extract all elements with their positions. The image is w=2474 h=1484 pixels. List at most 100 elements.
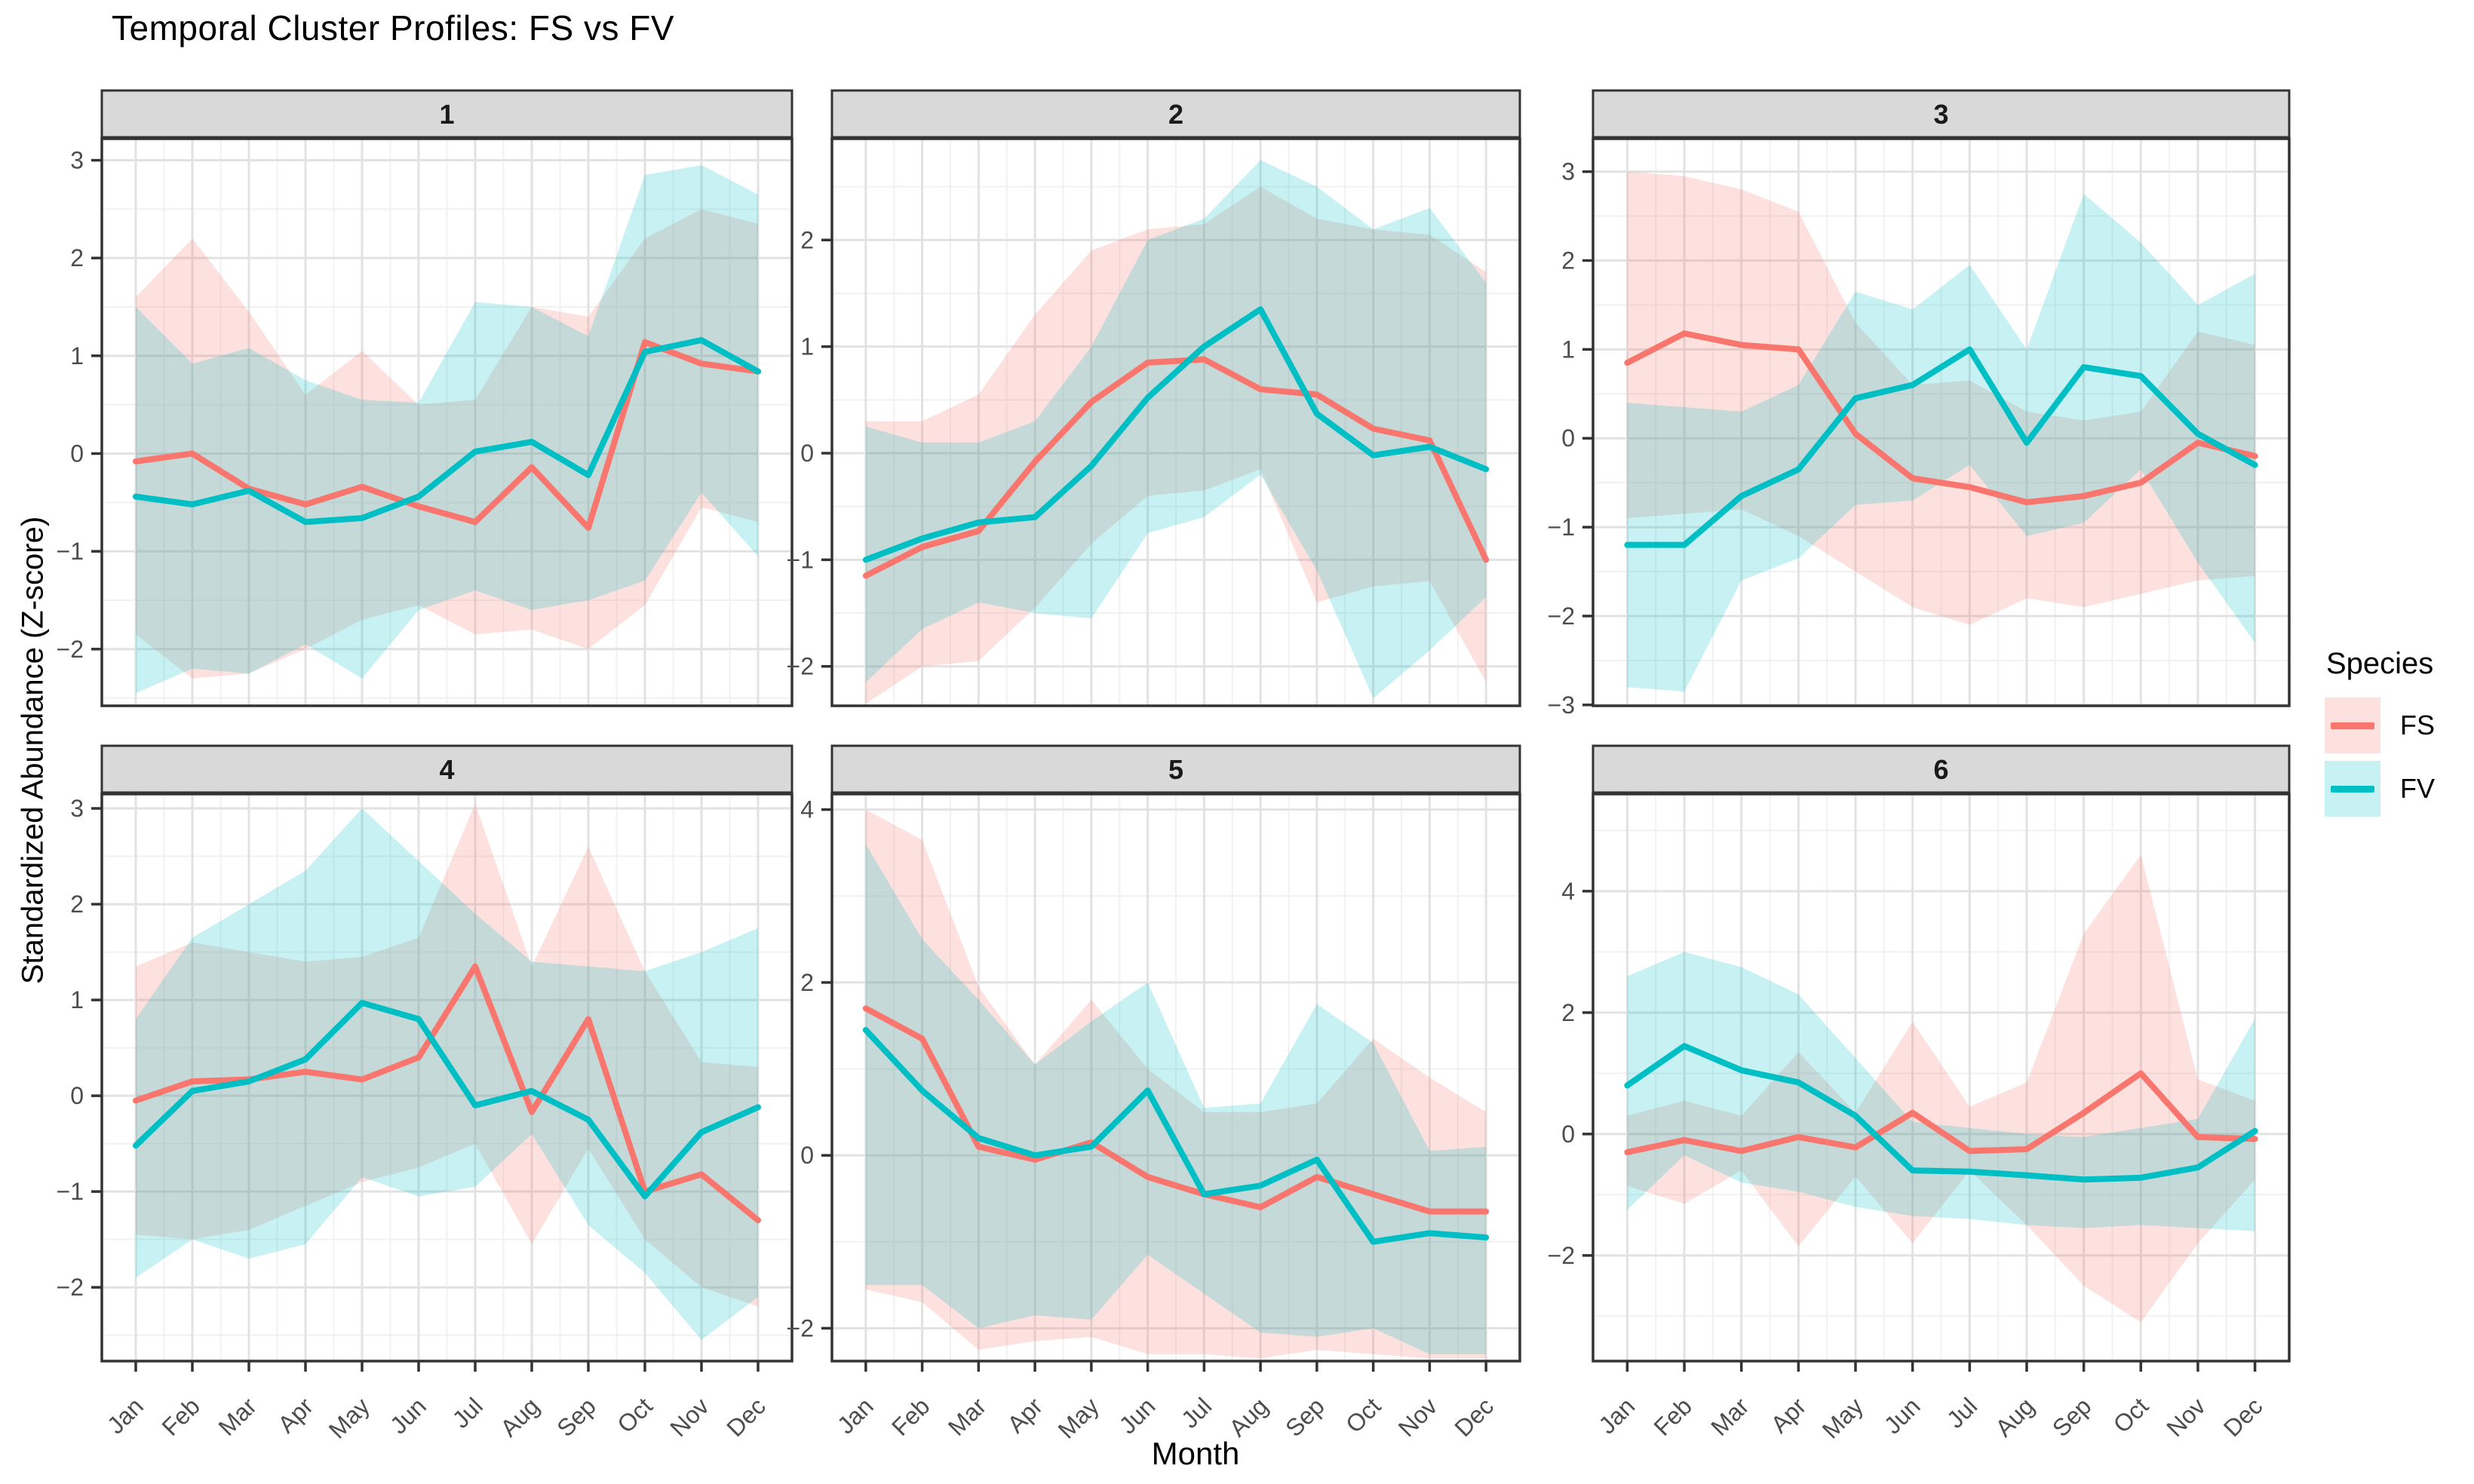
y-axis-tick-label: 1 (1561, 336, 1575, 363)
legend-entry-fv: FV (2325, 761, 2472, 817)
fs-ribbon (136, 209, 758, 679)
fs-mean-line (1624, 1070, 2258, 1156)
x-axis-title: Month (1151, 1436, 1240, 1471)
fs-ribbon (1627, 854, 2255, 1323)
x-axis-tick-label: Jun (1879, 1392, 1926, 1439)
fv-ribbon (136, 165, 758, 694)
x-axis-tick-label: Jul (1941, 1392, 1982, 1433)
fv-ribbon (1627, 952, 2255, 1231)
x-axis-tick-label: Oct (1340, 1392, 1386, 1438)
y-axis-tick-label: 0 (1561, 425, 1575, 452)
facet-strip (100, 744, 793, 794)
x-axis-tick-label: Feb (886, 1392, 935, 1440)
x-axis-tick-label: Mar (1705, 1392, 1754, 1441)
fv-ribbon (865, 844, 1487, 1354)
y-axis-tick-label: −1 (787, 546, 814, 573)
x-axis-tick-label: Sep (2047, 1392, 2097, 1442)
legend-entry-fs: FS (2325, 698, 2472, 753)
y-axis-tick-label: −1 (1548, 514, 1575, 541)
x-axis-tick-label: Aug (1223, 1392, 1273, 1442)
y-axis-tick-label: 2 (70, 891, 84, 918)
y-axis-tick-label: 3 (70, 147, 84, 174)
facet-strip-label: 2 (1168, 99, 1183, 130)
fv-mean-line (1624, 346, 2258, 548)
y-axis-tick-label: 1 (800, 333, 814, 360)
facet-panel-5: 5 −2 0 2 4 Jan Feb Mar Apr May Jun Jul Aug Sep Oct Nov D… (787, 744, 1521, 1444)
x-axis-tick-label: Mar (213, 1392, 262, 1441)
y-axis-tick-label: −3 (1548, 691, 1575, 719)
x-axis-tick-label: Jan (102, 1392, 149, 1439)
y-axis-tick-label: 2 (1561, 247, 1575, 274)
facet-strip (100, 89, 793, 139)
x-axis-tick-label: Nov (2161, 1392, 2211, 1442)
fv-mean-line (1624, 1043, 2258, 1183)
y-axis-tick-label: 0 (1561, 1121, 1575, 1148)
x-axis-tick-label: Nov (1393, 1392, 1443, 1442)
facet-strip (1592, 89, 2291, 139)
y-axis-title: Standardized Abundance (Z-score) (16, 516, 50, 985)
y-axis-tick-label: 1 (70, 342, 84, 369)
x-axis-tick-label: Mar (943, 1392, 992, 1441)
x-axis-tick-label: Aug (495, 1392, 545, 1442)
fs-ribbon (865, 186, 1487, 704)
x-axis-tick-label: Apr (1002, 1392, 1048, 1438)
facet-strip-label: 5 (1168, 754, 1183, 785)
x-axis-tick-label: May (1817, 1392, 1868, 1443)
y-axis-tick-label: −1 (57, 538, 84, 565)
panel-border (1592, 137, 2291, 707)
fv-mean-line (133, 999, 761, 1200)
x-axis-tick-label: Apr (272, 1392, 318, 1438)
y-axis-tick-label: 1 (70, 986, 84, 1013)
facet-strip-label: 4 (439, 754, 454, 785)
facet-panel-4: 4 −2 −1 0 1 2 3 Jan Feb Mar Apr May Jun Jul Aug Sep Oct N… (57, 744, 793, 1444)
fv-legend-key-icon (2325, 761, 2380, 817)
legend-title: Species (2326, 647, 2434, 680)
fv-mean-line (862, 1026, 1490, 1245)
x-axis-tick-label: Feb (157, 1392, 205, 1440)
panel-border (830, 793, 1521, 1363)
facet-strip (830, 744, 1521, 794)
y-axis-tick-label: 4 (1561, 878, 1575, 905)
x-axis-tick-label: Dec (2218, 1392, 2268, 1442)
x-axis-tick-label: Feb (1649, 1392, 1697, 1440)
x-axis-tick-label: Jul (1176, 1392, 1217, 1433)
y-axis-tick-label: 0 (800, 1142, 814, 1169)
x-axis-tick-label: Jan (1593, 1392, 1640, 1439)
facet-strip (1592, 744, 2291, 794)
x-axis-tick-label: Jul (447, 1392, 488, 1433)
fs-mean-line (1624, 330, 2258, 506)
fv-mean-line (862, 306, 1490, 563)
x-axis-tick-label: Dec (1449, 1392, 1499, 1442)
y-axis-tick-label: −2 (1548, 1242, 1575, 1269)
y-axis-tick-label: 2 (800, 226, 814, 253)
x-axis-tick-label: Jun (385, 1392, 431, 1439)
y-axis-tick-label: 0 (70, 440, 84, 467)
legend: Species FS FV (2325, 647, 2472, 824)
x-axis-tick-label: May (324, 1392, 375, 1443)
facet-strip-label: 6 (1933, 754, 1948, 785)
y-axis-tick-label: −2 (787, 1314, 814, 1341)
fs-legend-key-icon (2325, 698, 2380, 753)
facet-strip-label: 1 (439, 99, 454, 130)
legend-label-fv: FV (2400, 773, 2436, 804)
y-axis-tick-label: 3 (70, 795, 84, 822)
facet-strip-label: 3 (1933, 99, 1948, 130)
fv-ribbon (865, 160, 1487, 699)
x-axis-tick-label: Jun (1114, 1392, 1161, 1439)
panel-border (100, 137, 793, 707)
fs-ribbon (136, 803, 758, 1307)
plot-title: Temporal Cluster Profiles: FS vs FV (112, 8, 675, 48)
y-axis-tick-label: 3 (1561, 158, 1575, 186)
fs-mean-line (862, 356, 1490, 579)
fs-ribbon (1627, 171, 2255, 625)
fs-ribbon (865, 809, 1487, 1359)
y-axis-tick-label: 0 (800, 440, 814, 467)
y-axis-tick-label: 2 (1561, 999, 1575, 1026)
y-axis-tick-label: 2 (800, 969, 814, 996)
y-axis-tick-label: 4 (800, 796, 814, 823)
legend-label-fs: FS (2400, 710, 2436, 740)
panel-border (830, 137, 1521, 707)
x-axis-tick-label: Jan (832, 1392, 879, 1439)
panel-border (100, 793, 793, 1363)
y-axis-tick-label: −2 (57, 636, 84, 663)
